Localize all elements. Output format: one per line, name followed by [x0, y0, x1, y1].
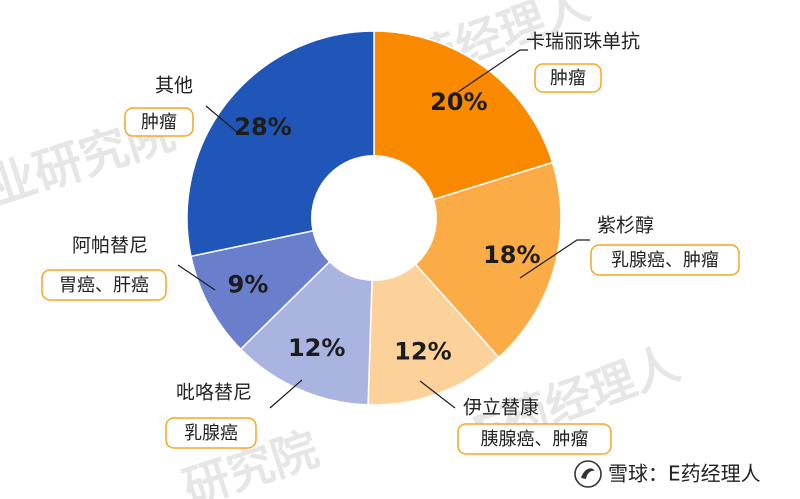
slice-0 [373, 30, 554, 220]
slice-percent-label-3: 12% [288, 334, 345, 362]
credit-footer: 雪球：E药经理人 [574, 460, 761, 488]
leader-line-1 [519, 239, 590, 279]
indication-tag-box-2 [457, 423, 612, 455]
indication-tag-box-4 [41, 269, 167, 301]
indication-tag-box-1 [590, 244, 740, 276]
drug-name-label-5: 其他 [155, 75, 193, 97]
drug-name-label-0: 卡瑞丽珠单抗 [526, 31, 640, 53]
leader-line-0 [457, 49, 528, 93]
slice-percent-label-4: 9% [228, 271, 269, 299]
donut-hole [311, 155, 437, 281]
credit-text: 雪球：E药经理人 [608, 462, 761, 486]
indication-tag-text-5: 肿瘤 [141, 112, 177, 133]
indication-tag-text-1: 乳腺癌、肿瘤 [611, 250, 719, 271]
leader-line-4 [177, 264, 216, 291]
indication-tag-text-3: 乳腺癌 [184, 423, 238, 444]
slice-percent-label-0: 20% [430, 88, 487, 116]
percent-labels: 20% 18% 12% 12% 9% 28% [228, 88, 541, 366]
drug-name-label-4: 阿帕替尼 [72, 235, 148, 257]
indication-tag-text-0: 肿瘤 [550, 68, 586, 89]
drug-name-label-2: 伊立替康 [463, 397, 539, 419]
leader-line-2 [419, 380, 456, 409]
leader-line-5 [205, 105, 239, 134]
slice-percent-label-1: 18% [483, 241, 540, 269]
drug-name-label-1: 紫杉醇 [597, 215, 654, 237]
leader-line-3 [269, 379, 303, 409]
slice-percent-label-2: 12% [394, 337, 451, 365]
indication-tag-box-5 [124, 107, 194, 137]
indication-tag-box-0 [534, 63, 602, 93]
indication-tag-box-3 [165, 417, 257, 449]
slice-percent-label-5: 28% [234, 113, 291, 141]
snowball-logo-icon [574, 460, 602, 488]
indication-tag-text-4: 胃癌、肝癌 [59, 275, 149, 296]
drug-name-label-3: 吡咯替尼 [176, 382, 252, 404]
indication-tag-text-2: 胰腺癌、肿瘤 [481, 429, 589, 450]
